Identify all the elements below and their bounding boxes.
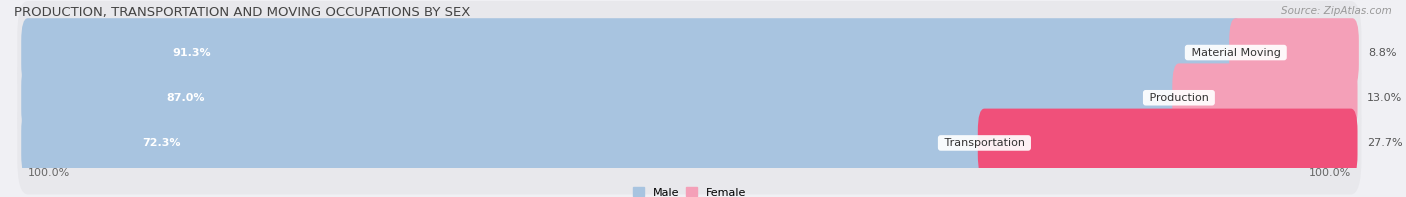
FancyBboxPatch shape xyxy=(977,109,1358,177)
Text: Transportation: Transportation xyxy=(941,138,1028,148)
FancyBboxPatch shape xyxy=(17,1,1361,104)
Text: 100.0%: 100.0% xyxy=(28,168,70,178)
FancyBboxPatch shape xyxy=(1229,18,1358,87)
Text: Source: ZipAtlas.com: Source: ZipAtlas.com xyxy=(1281,6,1392,16)
Text: 100.0%: 100.0% xyxy=(1309,168,1351,178)
FancyBboxPatch shape xyxy=(21,63,1185,132)
Text: 13.0%: 13.0% xyxy=(1367,93,1402,103)
Text: PRODUCTION, TRANSPORTATION AND MOVING OCCUPATIONS BY SEX: PRODUCTION, TRANSPORTATION AND MOVING OC… xyxy=(14,6,471,19)
FancyBboxPatch shape xyxy=(17,91,1361,194)
Text: 27.7%: 27.7% xyxy=(1367,138,1402,148)
FancyBboxPatch shape xyxy=(17,46,1361,149)
FancyBboxPatch shape xyxy=(21,109,991,177)
Text: 8.8%: 8.8% xyxy=(1368,47,1396,58)
Legend: Male, Female: Male, Female xyxy=(633,187,747,197)
Text: 91.3%: 91.3% xyxy=(173,47,211,58)
Text: Production: Production xyxy=(1146,93,1212,103)
Text: Material Moving: Material Moving xyxy=(1188,47,1284,58)
Text: 72.3%: 72.3% xyxy=(142,138,181,148)
FancyBboxPatch shape xyxy=(21,18,1243,87)
FancyBboxPatch shape xyxy=(1173,63,1358,132)
Text: 87.0%: 87.0% xyxy=(166,93,204,103)
